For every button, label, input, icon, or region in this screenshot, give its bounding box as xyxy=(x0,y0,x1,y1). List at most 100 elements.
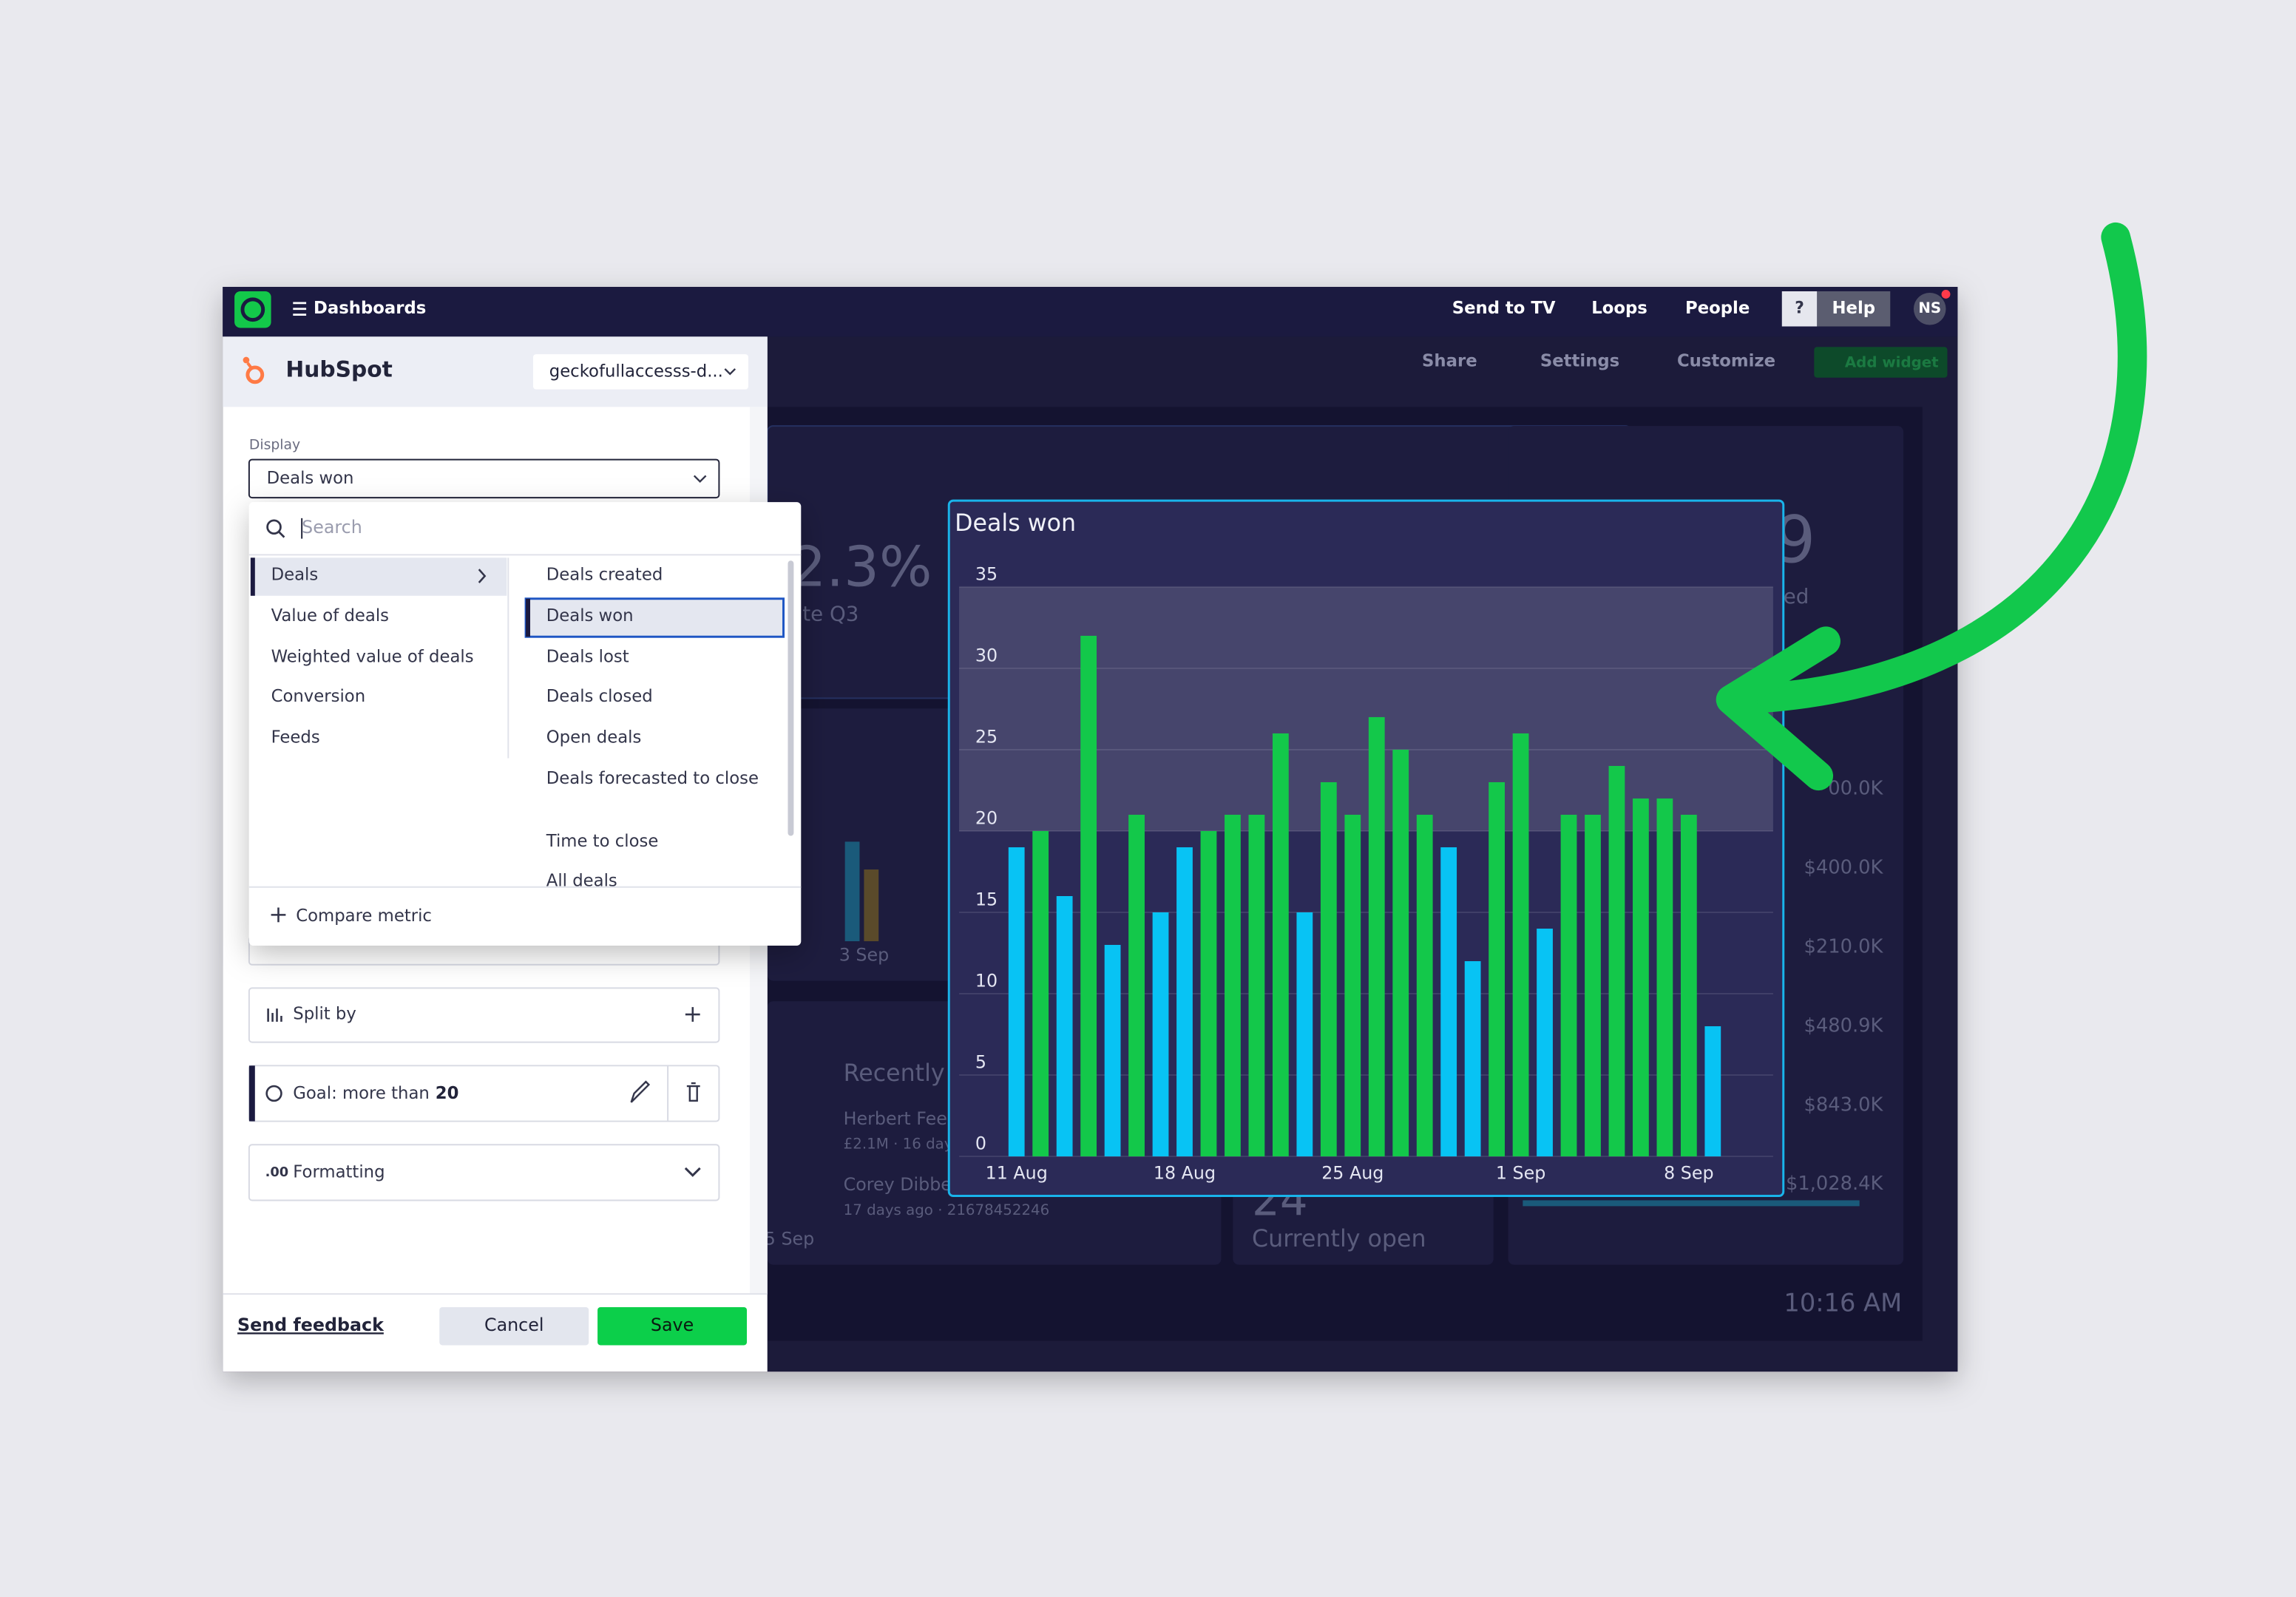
help-button[interactable] xyxy=(1817,291,1891,327)
bg-text: Recently xyxy=(844,1060,945,1087)
bar xyxy=(1104,945,1121,1157)
y-tick-label: 25 xyxy=(975,727,998,747)
save-button[interactable] xyxy=(597,1306,748,1346)
nav-link[interactable]: Loops xyxy=(1591,299,1648,318)
add-widget-button[interactable] xyxy=(1814,347,1948,378)
metric-option[interactable]: Open deals xyxy=(546,728,642,747)
metric-option[interactable]: Time to close xyxy=(546,832,659,851)
bar xyxy=(1008,847,1025,1157)
bg-amount: 00.0K xyxy=(1828,778,1883,800)
source-name: HubSpot xyxy=(285,356,392,382)
menu-icon[interactable] xyxy=(293,302,307,316)
notification-dot xyxy=(1941,290,1951,299)
bg-amount: $843.0K xyxy=(1804,1094,1884,1116)
edit-icon[interactable] xyxy=(630,1080,651,1103)
bar xyxy=(1032,830,1049,1157)
bg-text: 3 Sep xyxy=(839,944,889,965)
category-option[interactable]: Conversion xyxy=(271,687,366,706)
goal-value: 20 xyxy=(436,1083,459,1102)
annotation-arrow xyxy=(1716,222,2147,791)
x-tick-label: 18 Aug xyxy=(1154,1162,1216,1183)
bg-text: £2.1M · 16 days xyxy=(844,1136,961,1153)
y-tick-label: 20 xyxy=(975,808,998,829)
save-label: Save xyxy=(651,1315,694,1335)
widget xyxy=(767,708,958,981)
category-highlight xyxy=(250,557,507,596)
bar xyxy=(1464,961,1481,1157)
category-option[interactable]: Weighted value of deals xyxy=(271,647,474,666)
cancel-label: Cancel xyxy=(484,1315,543,1335)
bg-bar xyxy=(844,841,860,942)
display-select[interactable] xyxy=(248,458,720,499)
toolbar-customize[interactable]: Customize xyxy=(1677,352,1775,371)
bar xyxy=(1656,798,1673,1157)
metric-option[interactable]: Deals created xyxy=(546,566,663,585)
delete-icon[interactable] xyxy=(686,1082,700,1102)
help-label: Help xyxy=(1832,299,1875,318)
add-widget-label: Add widget xyxy=(1845,353,1939,370)
bar xyxy=(1320,781,1337,1157)
metric-option[interactable]: Deals forecasted to close xyxy=(546,769,759,788)
bg-text: 2.3% xyxy=(790,535,932,600)
y-tick-label: 0 xyxy=(975,1133,986,1154)
category-option[interactable]: Value of deals xyxy=(271,606,389,625)
toolbar-settings[interactable]: Settings xyxy=(1540,352,1619,371)
metric-option[interactable]: Deals won xyxy=(546,606,634,625)
split-icon xyxy=(267,1008,282,1022)
chart-title: Deals won xyxy=(955,510,1076,537)
metric-option[interactable]: Deals closed xyxy=(546,687,653,706)
avatar-initials: NS xyxy=(1918,299,1941,316)
metric-accent xyxy=(526,598,531,637)
formatting-row[interactable] xyxy=(248,1144,720,1201)
bg-text: ed xyxy=(1784,584,1809,608)
cancel-button[interactable] xyxy=(439,1306,589,1346)
add-icon[interactable] xyxy=(685,1007,700,1022)
bar xyxy=(1344,814,1361,1157)
bg-text: 17 days ago · 21678452246 xyxy=(844,1201,1050,1218)
bar xyxy=(1537,929,1553,1157)
bar xyxy=(1152,912,1169,1157)
category-option[interactable]: Feeds xyxy=(271,728,320,747)
bg-amount: $480.9K xyxy=(1804,1014,1884,1037)
bar xyxy=(1128,814,1145,1157)
bar xyxy=(1248,814,1265,1157)
bg-amount: $1,028.4K xyxy=(1786,1173,1884,1195)
send-feedback[interactable]: Send feedback xyxy=(237,1315,385,1335)
y-tick-label: 5 xyxy=(975,1052,986,1073)
avatar[interactable] xyxy=(1913,292,1946,325)
x-tick-label: 25 Aug xyxy=(1321,1162,1384,1183)
bg-text: Herbert Feen xyxy=(844,1108,958,1129)
bg-text: te Q3 xyxy=(802,602,859,626)
logo[interactable] xyxy=(234,291,271,328)
category-option[interactable]: Deals xyxy=(271,566,319,585)
bar xyxy=(1225,814,1241,1157)
bar xyxy=(1272,733,1289,1157)
bar xyxy=(1176,847,1193,1157)
bar xyxy=(1056,895,1073,1157)
top-nav xyxy=(223,287,1958,337)
account-select[interactable] xyxy=(532,354,749,390)
help-icon-box[interactable] xyxy=(1781,291,1818,327)
search-icon xyxy=(266,519,282,535)
toolbar-share[interactable]: Share xyxy=(1422,352,1477,371)
bar xyxy=(1296,912,1313,1157)
chevron xyxy=(693,475,707,484)
nav-dashboards[interactable]: Dashboards xyxy=(314,299,426,318)
bar xyxy=(1512,733,1529,1157)
nav-link[interactable]: Send to TV xyxy=(1452,299,1556,318)
bar xyxy=(1368,716,1385,1157)
nav-link[interactable]: People xyxy=(1685,299,1750,318)
x-tick-label: 11 Aug xyxy=(986,1162,1048,1183)
metric-option[interactable]: Deals lost xyxy=(546,647,629,666)
bar xyxy=(1392,749,1409,1157)
split-by-row[interactable] xyxy=(248,987,720,1043)
formatting-icon: .00 xyxy=(265,1164,289,1180)
metric-highlight xyxy=(524,597,785,638)
chart: 0 5 10 15 20 25 30 35 11 Aug 18 Aug 25 Aug 1 Sep 8 S… xyxy=(959,564,1773,1183)
search-input[interactable]: Search xyxy=(302,517,362,538)
compare-metric[interactable]: Compare metric xyxy=(296,906,432,926)
scrollbar[interactable] xyxy=(788,560,794,836)
bar xyxy=(1440,847,1457,1157)
bg-text: Corey Dibbe xyxy=(844,1174,952,1195)
bar xyxy=(1680,814,1697,1157)
